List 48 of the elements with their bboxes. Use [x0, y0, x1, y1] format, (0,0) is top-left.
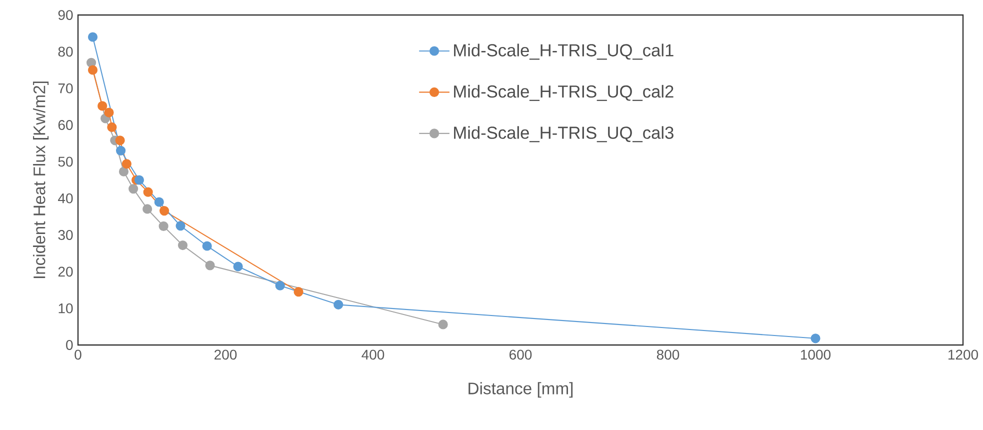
- x-tick-label: 800: [656, 350, 680, 360]
- y-tick-label: 70: [58, 83, 73, 94]
- x-tick-label: 600: [510, 350, 532, 360]
- point: [98, 101, 108, 111]
- point: [202, 241, 212, 251]
- y-tick-label: 20: [58, 266, 73, 277]
- legend-label: Mid-Scale_H-TRIS_UQ_cal1: [454, 44, 674, 60]
- point: [159, 206, 170, 216]
- point: [142, 204, 152, 214]
- point: [178, 240, 188, 250]
- x-tick-label: 1200: [948, 350, 978, 360]
- point: [88, 65, 98, 75]
- y-tick-label: 40: [58, 193, 73, 204]
- point: [143, 187, 153, 197]
- point: [233, 262, 243, 272]
- point: [154, 197, 164, 207]
- point: [115, 136, 125, 146]
- x-tick-label: 0: [74, 350, 82, 360]
- y-tick-label: 90: [58, 10, 73, 20]
- x-axis-title: Distance [mm]: [468, 382, 573, 398]
- y-tick-label: 60: [58, 120, 73, 130]
- point: [275, 280, 285, 290]
- point: [294, 287, 304, 297]
- point: [438, 320, 448, 330]
- point: [128, 184, 138, 194]
- y-tick-label: 50: [58, 156, 73, 167]
- y-tick-label: 80: [58, 46, 73, 57]
- point: [134, 175, 144, 185]
- y-tick-label: 10: [58, 303, 73, 314]
- point: [334, 300, 344, 310]
- y-axis-title: Incident Heat Flux [Kw/m2]: [33, 82, 49, 278]
- point: [104, 108, 114, 118]
- point: [176, 221, 186, 231]
- point: [122, 159, 132, 169]
- x-tick-label: 200: [214, 350, 237, 360]
- point: [810, 334, 820, 344]
- y-tick-label: 0: [66, 340, 73, 350]
- legend-label: Mid-Scale_H-TRIS_UQ_cal3: [454, 126, 674, 142]
- point: [88, 32, 98, 42]
- point: [116, 146, 126, 156]
- x-tick-label: 400: [362, 350, 384, 360]
- point: [107, 122, 117, 132]
- legend-label: Mid-Scale_H-TRIS_UQ_cal2: [454, 84, 674, 101]
- point: [158, 221, 168, 232]
- y-tick-label: 30: [58, 230, 73, 240]
- point: [118, 166, 129, 176]
- x-tick-label: 1000: [800, 350, 831, 360]
- point: [205, 260, 215, 270]
